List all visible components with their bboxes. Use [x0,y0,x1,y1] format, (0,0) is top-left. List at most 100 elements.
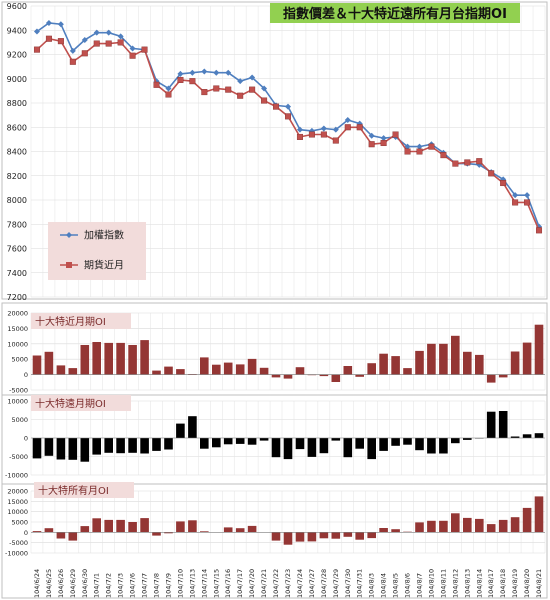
data-point [177,70,184,77]
bar [235,364,245,375]
bar [475,518,484,533]
y-tick-label: -5000 [9,539,28,547]
bar [475,354,484,375]
bar [319,438,329,454]
y-tick-label: -5000 [9,387,28,395]
bar [152,370,161,375]
bar [32,438,42,459]
data-point [93,29,100,36]
bar [427,520,436,533]
bar [367,363,376,375]
bar [247,525,257,533]
bar [104,342,113,375]
data-point [45,19,52,26]
bar [451,335,460,375]
bar [403,368,412,375]
bar [391,438,400,446]
y-tick-label: 5000 [11,519,28,527]
bar [128,345,137,375]
bar [498,374,508,378]
bar [259,438,269,441]
bar [164,532,173,534]
x-tick-label: 104/7/20 [248,569,256,598]
x-tick-label: 104/7/1 [93,573,101,598]
bar [164,366,173,375]
data-point [524,192,531,199]
bar [486,524,496,533]
x-tick-label: 104/7/16 [224,569,232,598]
bar [271,374,281,378]
bar [271,532,281,541]
x-tick-label: 104/7/15 [212,569,220,598]
bar-panel-2: -10000 -5000 0 5000 10000 十大特遠月期OI [1,394,548,486]
bar [379,528,388,533]
x-tick-label: 104/7/14 [200,569,208,598]
bar [307,532,317,542]
data-point [392,131,399,138]
bar [343,366,353,375]
bar [307,438,317,457]
data-point [380,135,387,142]
bar-panel-1: -5000 0 5000 10000 15000 20000 十大特近月期OI [1,302,548,397]
bar [140,518,149,533]
bar [212,438,221,448]
legend-label: 期貨近月 [84,259,124,272]
bar [247,438,257,445]
data-point [201,89,208,96]
x-tick-label: 104/8/20 [523,569,531,598]
data-point [332,137,339,144]
data-point [356,124,363,131]
y-tick-label: 9000 [7,75,27,84]
bar [80,438,90,462]
data-point [488,170,495,177]
data-point [320,131,327,138]
bar [200,438,209,449]
x-tick-label: 104/8/6 [404,573,412,598]
panel-title-background [34,482,134,498]
x-tick-label: 104/7/29 [332,569,340,598]
y-tick-label: 7200 [7,293,27,302]
bar [295,438,305,450]
panel-title-background [31,395,131,411]
y-tick-label: 10000 [7,340,28,348]
legend-marker [66,262,72,268]
x-tick-label: 104/8/19 [511,569,519,598]
bar [223,438,233,445]
x-tick-label: 104/7/22 [272,569,280,598]
bar [498,519,508,533]
data-point [464,159,471,166]
bar [343,532,353,537]
bar [116,519,125,533]
bar [510,351,520,375]
bar [415,522,424,533]
bar [463,517,472,533]
data-point [404,148,411,155]
data-point [45,35,52,42]
bar [68,438,78,460]
bar [188,520,197,533]
bar [223,362,233,375]
y-tick-label: 8600 [7,123,27,132]
y-tick-label: -10000 [5,472,28,480]
bar [116,438,125,454]
bar [247,358,257,375]
y-tick-label: 5000 [11,356,28,364]
x-tick-label: 104/7/13 [188,569,196,598]
data-point [368,132,375,139]
bar [44,351,54,375]
x-tick-label: 104/8/4 [380,573,388,598]
data-point [69,47,76,54]
x-tick-label: 104/8/11 [439,569,447,598]
x-tick-label: 104/6/30 [81,569,89,598]
data-point [428,143,435,150]
bar [271,438,281,458]
y-tick-label: 9400 [7,26,27,35]
bar [176,521,185,533]
bar [463,438,472,440]
bar [522,342,532,375]
x-tick-label: 104/8/21 [535,569,543,598]
bar [379,353,388,375]
bar [188,416,197,438]
data-point [332,126,339,133]
